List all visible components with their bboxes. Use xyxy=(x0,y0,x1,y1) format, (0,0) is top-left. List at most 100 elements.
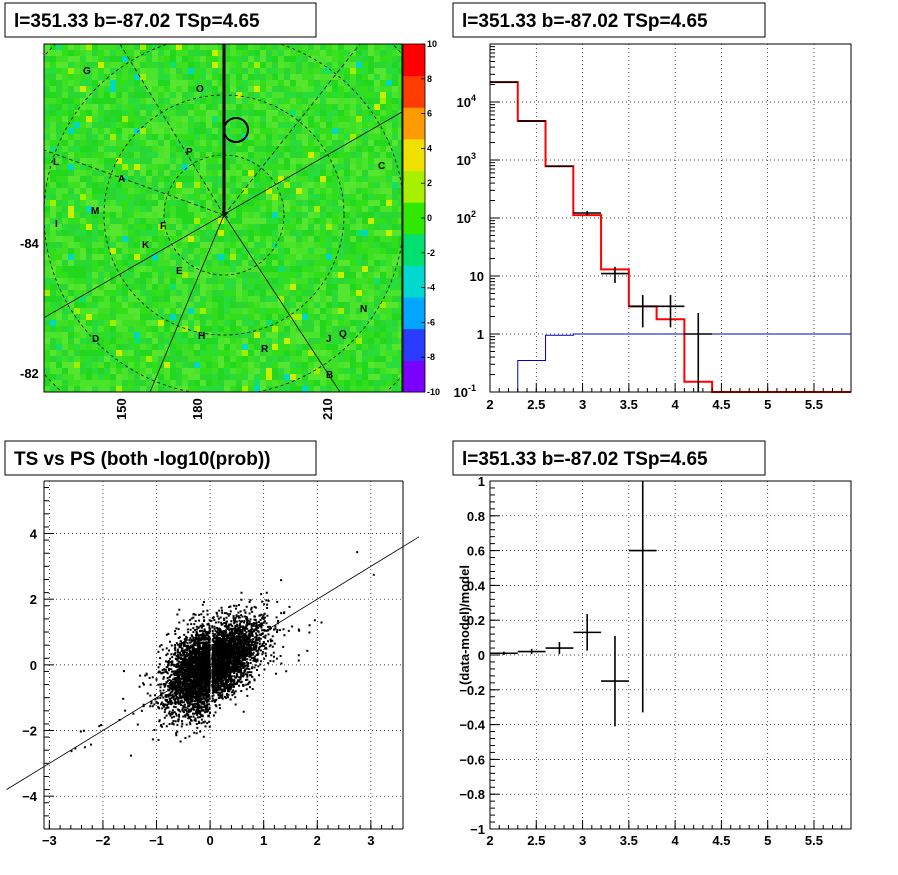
heat-cell xyxy=(374,374,380,380)
heat-cell xyxy=(254,332,260,338)
heat-cell xyxy=(116,236,122,242)
heat-cell xyxy=(212,290,218,296)
heat-cell xyxy=(194,104,200,110)
heat-cell xyxy=(380,314,386,320)
heat-cell xyxy=(206,140,212,146)
heat-cell xyxy=(224,194,230,200)
heat-cell xyxy=(230,350,236,356)
heat-cell xyxy=(344,308,350,314)
heat-cell xyxy=(374,266,380,272)
heat-cell xyxy=(368,248,374,254)
heat-cell xyxy=(254,344,260,350)
heat-cell xyxy=(272,362,278,368)
heat-cell xyxy=(74,164,80,170)
heat-cell xyxy=(350,176,356,182)
heat-cell xyxy=(44,338,50,344)
heat-cell xyxy=(50,182,56,188)
skymap-xtick: 180 xyxy=(190,398,205,420)
heat-cell xyxy=(290,176,296,182)
heat-cell xyxy=(140,344,146,350)
heat-cell xyxy=(212,248,218,254)
heat-cell xyxy=(140,200,146,206)
heat-cell xyxy=(278,290,284,296)
heat-cell xyxy=(218,350,224,356)
heat-cell xyxy=(368,338,374,344)
heat-cell xyxy=(320,80,326,86)
heat-cell xyxy=(386,86,392,92)
heat-cell xyxy=(104,266,110,272)
heat-cell xyxy=(140,86,146,92)
heat-cell xyxy=(56,68,62,74)
heat-cell xyxy=(320,332,326,338)
heat-cell xyxy=(200,158,206,164)
heat-cell xyxy=(320,176,326,182)
heat-cell xyxy=(140,332,146,338)
heat-cell xyxy=(374,128,380,134)
heat-cell xyxy=(368,188,374,194)
heat-cell xyxy=(188,140,194,146)
heat-cell xyxy=(182,122,188,128)
heat-cell xyxy=(152,128,158,134)
heat-cell xyxy=(68,50,74,56)
heat-cell xyxy=(248,236,254,242)
heat-cell xyxy=(230,146,236,152)
heat-cell xyxy=(386,242,392,248)
heat-cell xyxy=(128,56,134,62)
heat-cell xyxy=(212,68,218,74)
heat-cell xyxy=(242,314,248,320)
heat-cell xyxy=(152,152,158,158)
heat-cell xyxy=(86,236,92,242)
heat-cell xyxy=(344,140,350,146)
heat-cell xyxy=(296,230,302,236)
heat-cell xyxy=(230,212,236,218)
heat-cell xyxy=(224,302,230,308)
heat-cell xyxy=(152,350,158,356)
heat-cell xyxy=(212,62,218,68)
heat-cell xyxy=(176,92,182,98)
ytick-label: 1 xyxy=(477,327,484,342)
heat-cell xyxy=(122,338,128,344)
heat-cell xyxy=(200,272,206,278)
heat-cell xyxy=(386,110,392,116)
heat-cell xyxy=(146,242,152,248)
heat-cell xyxy=(338,104,344,110)
heat-cell xyxy=(302,338,308,344)
heat-cell xyxy=(392,296,398,302)
heat-cell xyxy=(278,158,284,164)
heat-cell xyxy=(386,362,392,368)
heat-cell xyxy=(236,56,242,62)
heat-cell xyxy=(98,140,104,146)
heat-cell xyxy=(338,62,344,68)
heat-cell xyxy=(320,50,326,56)
heat-cell xyxy=(290,248,296,254)
heat-cell xyxy=(194,278,200,284)
heat-cell xyxy=(80,224,86,230)
heat-cell xyxy=(302,374,308,380)
heat-cell xyxy=(224,326,230,332)
heat-cell xyxy=(380,302,386,308)
heat-cell xyxy=(266,380,272,386)
heat-cell xyxy=(152,278,158,284)
heat-cell xyxy=(80,218,86,224)
heat-cell xyxy=(380,92,386,98)
heat-cell xyxy=(248,122,254,128)
heat-cell xyxy=(314,344,320,350)
heat-cell xyxy=(116,242,122,248)
heat-cell xyxy=(50,200,56,206)
heat-cell xyxy=(344,320,350,326)
heat-cell xyxy=(314,206,320,212)
heat-cell xyxy=(254,152,260,158)
heat-cell xyxy=(122,122,128,128)
heat-cell xyxy=(314,260,320,266)
heat-cell xyxy=(122,314,128,320)
heat-cell xyxy=(236,326,242,332)
heat-cell xyxy=(128,74,134,80)
heat-cell xyxy=(116,344,122,350)
heat-cell xyxy=(266,350,272,356)
heat-cell xyxy=(260,152,266,158)
heat-cell xyxy=(296,152,302,158)
heat-cell xyxy=(266,194,272,200)
region-label: B xyxy=(326,370,333,381)
heat-cell xyxy=(218,152,224,158)
heat-cell xyxy=(188,326,194,332)
